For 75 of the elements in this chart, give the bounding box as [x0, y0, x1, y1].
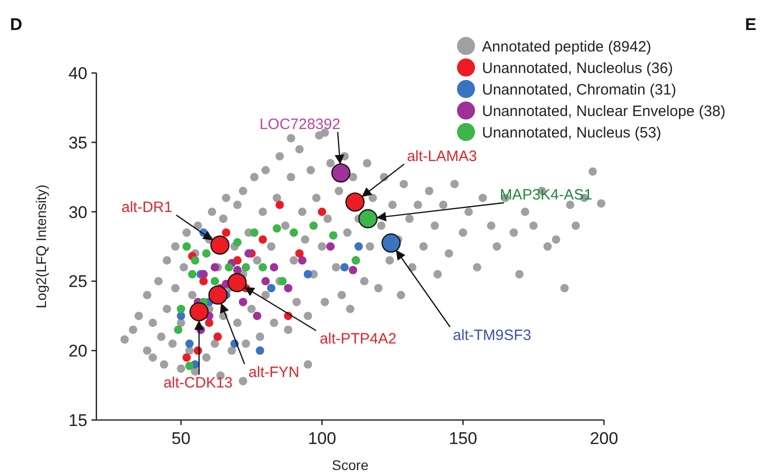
point — [258, 263, 267, 272]
point — [340, 263, 349, 272]
point — [189, 302, 209, 322]
x-tick-label: 100 — [308, 429, 336, 448]
point — [182, 242, 191, 251]
point — [228, 272, 247, 292]
y-tick-label: 40 — [68, 64, 88, 83]
point — [224, 263, 234, 272]
point — [278, 277, 287, 286]
point — [222, 228, 230, 237]
point — [244, 249, 253, 258]
legend-label: Unannotated, Nucleus (53) — [482, 124, 662, 142]
point — [354, 242, 363, 251]
point — [276, 200, 284, 210]
y-tick-label: 25 — [68, 272, 88, 292]
annotation: LOC728392 — [259, 116, 340, 133]
point — [284, 284, 292, 292]
point — [326, 242, 335, 251]
point — [185, 339, 194, 348]
y-tick-label: 35 — [68, 133, 88, 152]
point — [190, 256, 200, 265]
point — [176, 304, 186, 314]
point — [298, 256, 306, 265]
x-tick-label: 150 — [448, 429, 478, 448]
point — [252, 312, 262, 320]
annotation: MAP3K4-AS1 — [500, 186, 592, 204]
point — [329, 231, 338, 240]
point — [250, 228, 259, 237]
point — [210, 236, 230, 255]
point — [345, 192, 365, 212]
point — [270, 263, 278, 272]
y-tick-label: 15 — [68, 411, 88, 430]
point — [208, 285, 228, 305]
x-axis-title: Score — [332, 457, 369, 473]
point — [304, 270, 312, 278]
point — [242, 263, 250, 272]
point — [295, 249, 304, 258]
annotation: alt-TM9SF3 — [452, 327, 532, 344]
annotation: alt-PTP4A2 — [320, 330, 396, 348]
y-tick-label: 20 — [68, 342, 88, 361]
point — [272, 224, 282, 233]
point — [233, 266, 242, 274]
point — [238, 298, 248, 306]
legend-label: Unannotated, Nucleolus (36) — [482, 60, 673, 77]
text: E — [745, 15, 756, 34]
x-tick-label: 200 — [590, 429, 618, 448]
y-tick-label: 30 — [68, 202, 88, 222]
legend-label: Unannotated, Chromatin (31) — [482, 82, 676, 98]
annotation: alt-LAMA3 — [406, 148, 478, 166]
annotation: alt-FYN — [248, 364, 300, 382]
point — [205, 318, 214, 328]
point — [210, 263, 220, 272]
legend-label: Unannotated, Nuclear Envelope (38) — [482, 103, 726, 120]
legend-label: Annotated peptide (8942) — [482, 38, 652, 56]
point — [202, 249, 211, 258]
point — [290, 228, 298, 237]
point — [185, 362, 194, 370]
y-axis-title: Log2(LFQ Intensity) — [33, 184, 49, 308]
point — [348, 266, 358, 274]
point — [267, 284, 276, 292]
point — [256, 346, 264, 355]
text: D — [10, 15, 22, 34]
point — [210, 277, 220, 286]
x-tick-label: 50 — [172, 429, 190, 448]
annotation: alt-CDK13 — [163, 374, 233, 392]
point — [188, 270, 196, 278]
annotation: alt-DR1 — [121, 199, 172, 216]
point — [318, 208, 326, 216]
point — [182, 353, 191, 362]
point — [261, 277, 270, 286]
point — [233, 238, 242, 247]
point — [174, 326, 182, 334]
point — [309, 221, 318, 230]
point — [258, 235, 267, 244]
point — [213, 332, 222, 341]
